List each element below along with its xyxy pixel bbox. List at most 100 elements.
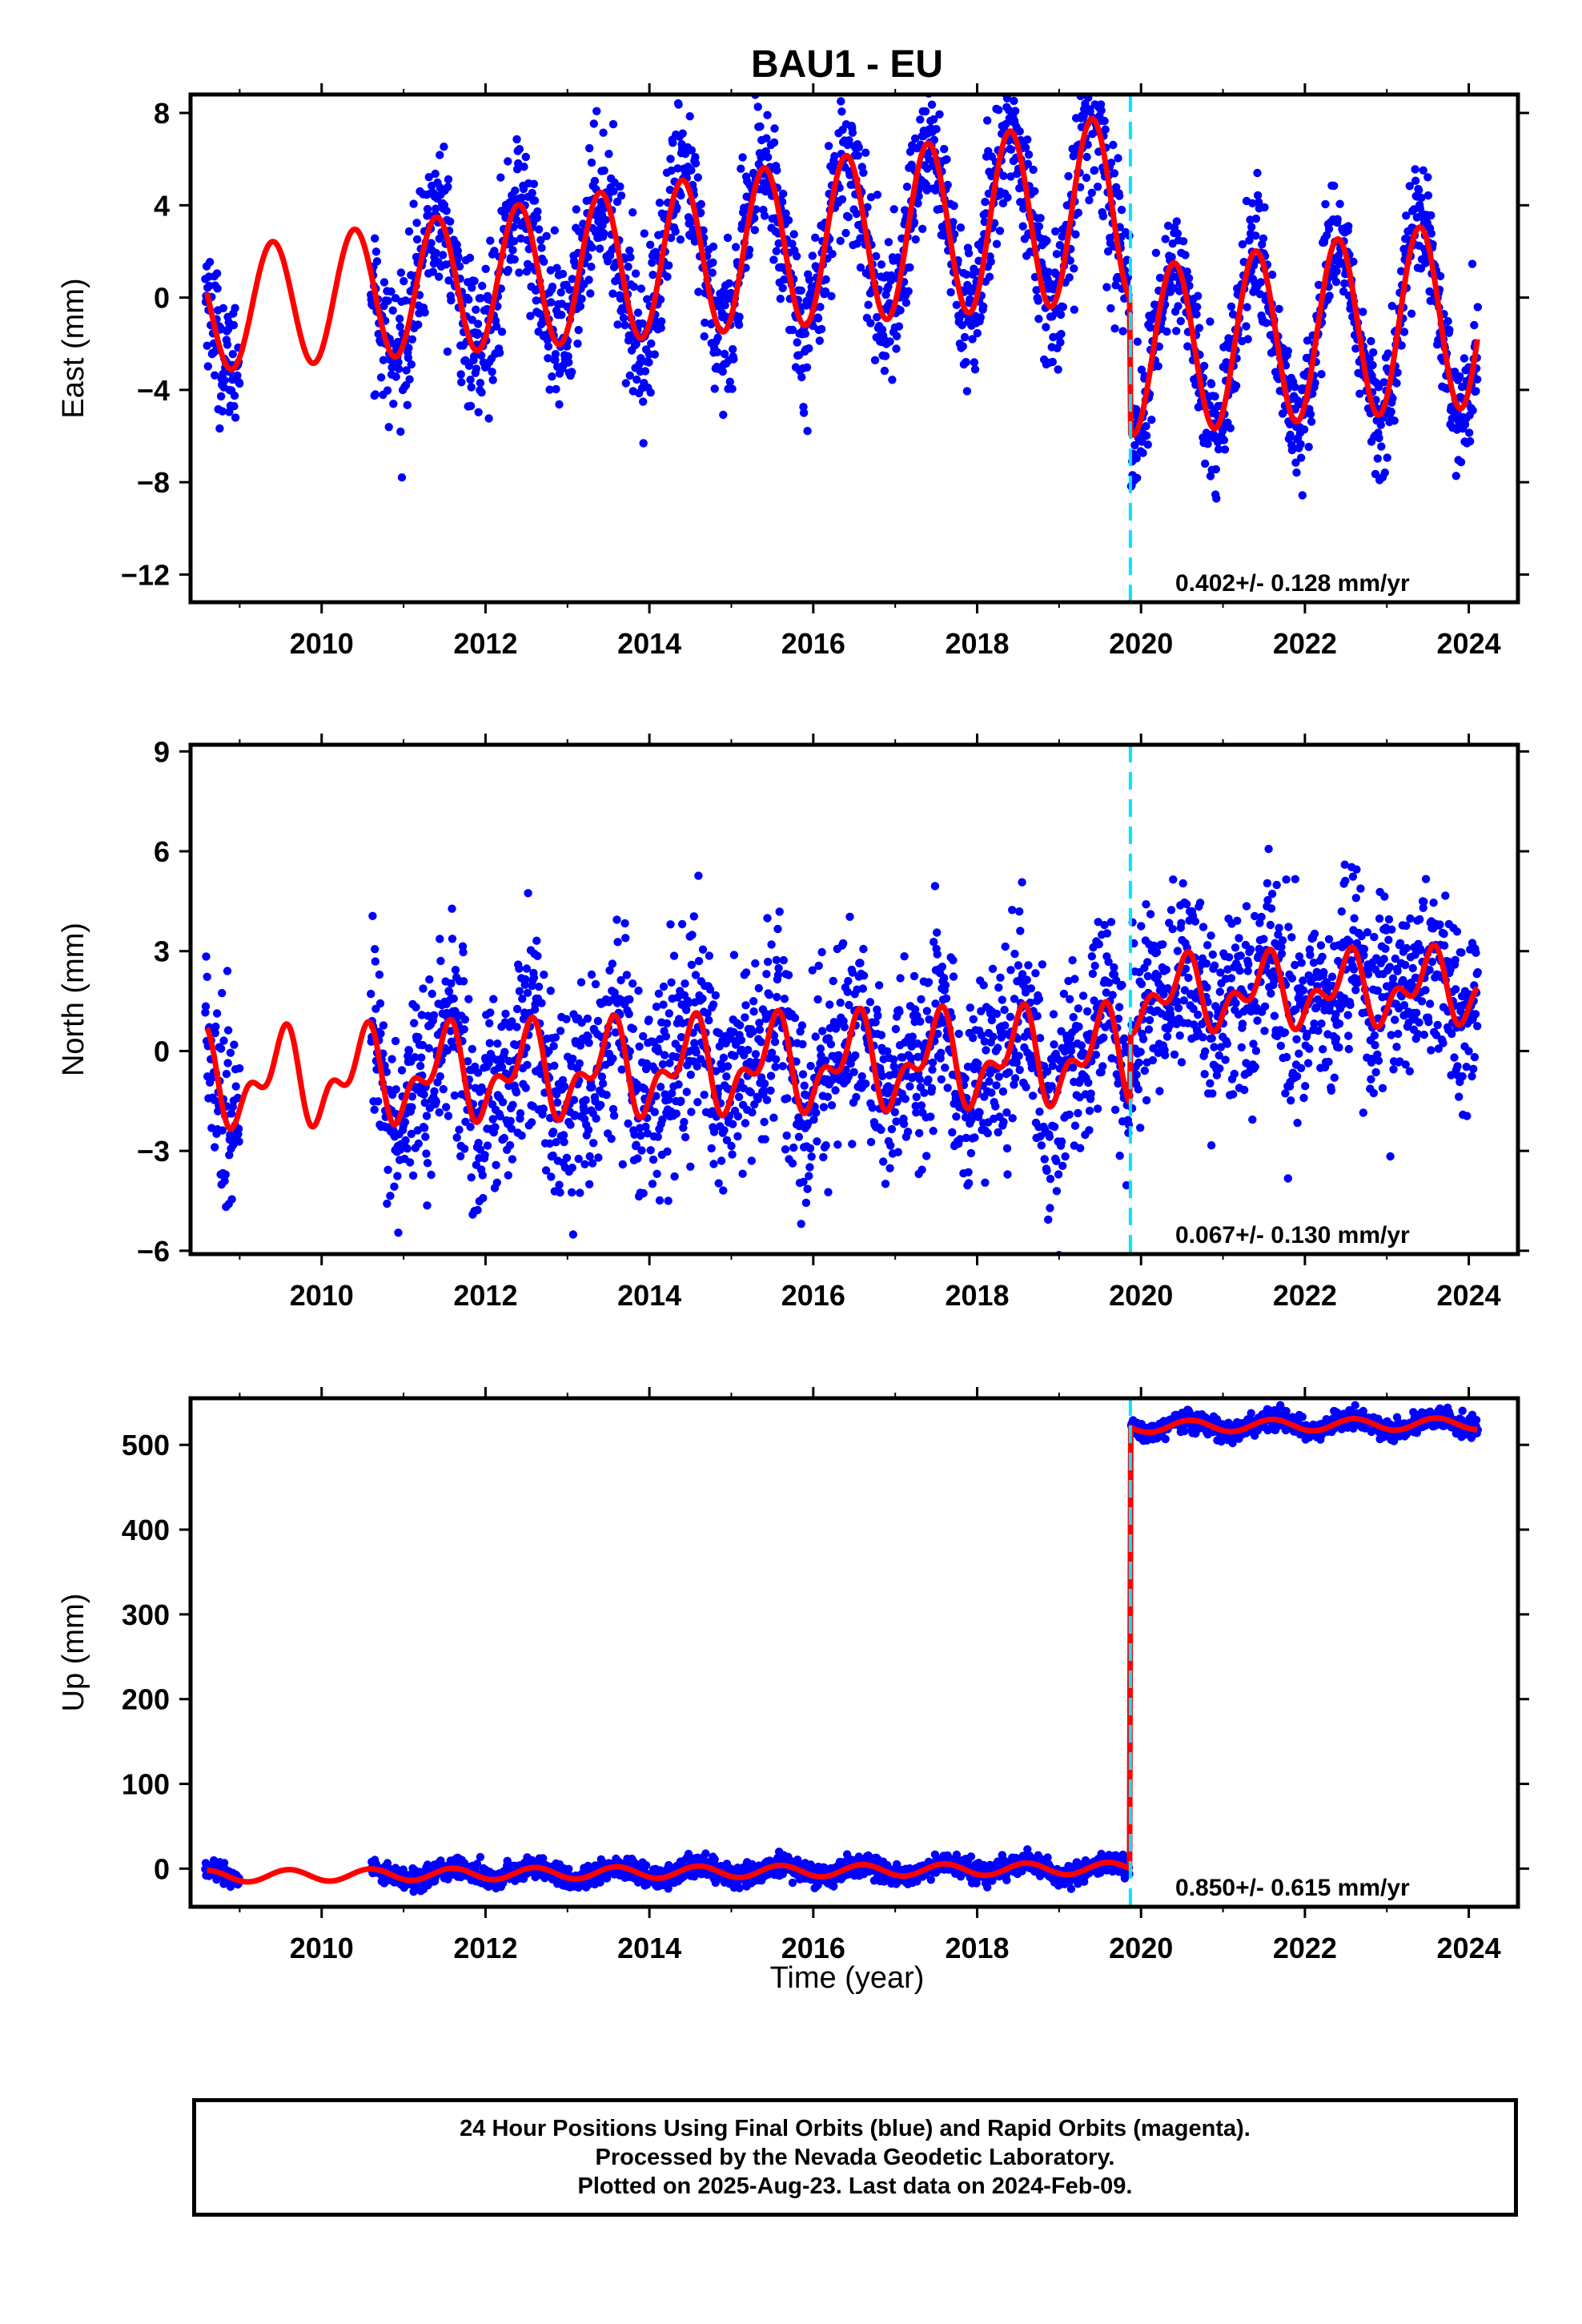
north-data-point xyxy=(899,1120,909,1128)
east-data-point xyxy=(1155,273,1165,283)
east-data-point xyxy=(1243,303,1251,312)
north-data-point xyxy=(1177,919,1186,927)
east-data-point xyxy=(439,251,448,259)
north-data-point xyxy=(1038,960,1047,969)
north-data-point xyxy=(1233,916,1242,926)
north-data-point xyxy=(1001,942,1010,951)
east-data-point xyxy=(568,368,576,376)
east-data-point xyxy=(1024,150,1034,159)
north-data-point xyxy=(999,1117,1008,1127)
north-data-point xyxy=(812,1108,821,1117)
north-data-point xyxy=(523,988,532,998)
north-data-point xyxy=(964,1168,973,1177)
east-data-point xyxy=(589,119,598,128)
north-data-point xyxy=(1142,900,1150,909)
north-data-point xyxy=(1207,1141,1216,1150)
east-data-point xyxy=(510,237,519,246)
north-data-point xyxy=(549,1042,558,1051)
east-data-point xyxy=(1419,166,1427,175)
east-data-point xyxy=(468,283,476,292)
east-data-point xyxy=(1298,491,1307,500)
north-data-point xyxy=(766,1072,776,1080)
east-data-point xyxy=(586,289,595,298)
north-data-point xyxy=(977,1031,986,1039)
north-data-point xyxy=(444,1112,453,1120)
north-data-point xyxy=(654,989,664,999)
east-data-point xyxy=(544,354,552,363)
north-data-point xyxy=(856,959,865,967)
east-data-point xyxy=(970,358,979,367)
east-data-point xyxy=(1388,394,1397,403)
north-data-point xyxy=(816,1044,825,1053)
north-data-point xyxy=(216,1044,226,1053)
north-data-point xyxy=(746,1088,755,1097)
east-data-point xyxy=(1211,464,1221,474)
east-data-point xyxy=(709,242,718,251)
north-data-point xyxy=(576,1188,584,1197)
east-x-tick-label: 2022 xyxy=(1273,627,1337,660)
east-data-point xyxy=(1332,267,1341,275)
north-data-point xyxy=(1337,907,1347,916)
east-data-point xyxy=(1006,81,1014,89)
north-data-point xyxy=(681,979,689,988)
east-data-point xyxy=(1392,379,1401,388)
east-data-point xyxy=(1142,422,1150,431)
north-data-point xyxy=(857,1072,866,1081)
north-data-points xyxy=(201,844,1483,1254)
east-data-point xyxy=(995,227,1005,235)
east-data-point xyxy=(534,225,544,234)
north-data-point xyxy=(665,1059,674,1068)
east-data-point xyxy=(1242,322,1251,331)
north-data-point xyxy=(446,1027,455,1035)
east-data-point xyxy=(511,186,520,195)
north-data-point xyxy=(1203,941,1212,950)
east-data-point xyxy=(1023,159,1033,168)
east-data-point xyxy=(691,153,700,162)
north-data-point xyxy=(584,1039,593,1047)
east-data-point xyxy=(1359,308,1367,316)
north-data-point xyxy=(797,1220,805,1228)
north-data-point xyxy=(684,999,693,1007)
north-data-point xyxy=(924,978,934,987)
east-data-point xyxy=(1287,445,1297,455)
north-data-point xyxy=(1299,986,1308,995)
east-data-point xyxy=(801,329,809,338)
north-data-point xyxy=(754,983,763,993)
north-data-point xyxy=(1140,1066,1150,1076)
north-data-point xyxy=(1260,1027,1269,1035)
north-data-point xyxy=(1236,951,1245,960)
east-data-point xyxy=(673,203,681,212)
north-data-point xyxy=(769,1113,778,1122)
east-data-point xyxy=(922,186,932,195)
north-data-point xyxy=(1248,1115,1257,1124)
north-data-point xyxy=(1367,1075,1375,1084)
north-data-point xyxy=(1015,1065,1024,1075)
east-data-point xyxy=(983,116,992,125)
north-data-point xyxy=(1351,986,1360,995)
north-plot-area xyxy=(201,745,1483,1254)
east-data-point xyxy=(940,144,949,154)
east-panel: 2010 2012 2014 2016 2018 2020 2022 2024840−4−8−… xyxy=(57,81,1529,660)
north-data-point xyxy=(391,1085,400,1094)
east-data-point xyxy=(889,205,898,214)
north-data-point xyxy=(227,1195,236,1204)
east-data-point xyxy=(389,400,398,408)
east-data-point xyxy=(1034,315,1043,324)
north-data-point xyxy=(226,1048,235,1057)
north-data-point xyxy=(566,1120,575,1129)
east-data-point xyxy=(1251,214,1261,223)
east-data-point xyxy=(824,142,833,151)
north-data-point xyxy=(825,1000,834,1009)
east-data-point xyxy=(892,332,901,340)
east-data-point xyxy=(687,146,697,155)
north-data-point xyxy=(819,1152,828,1162)
north-data-point xyxy=(1199,1033,1207,1042)
east-data-point xyxy=(817,324,826,334)
east-data-point xyxy=(925,155,934,164)
east-data-point xyxy=(1097,106,1106,115)
north-data-point xyxy=(548,1128,558,1136)
east-data-point xyxy=(942,155,951,164)
north-data-point xyxy=(996,973,1005,983)
north-data-point xyxy=(885,1164,894,1173)
east-data-point xyxy=(1376,420,1386,429)
